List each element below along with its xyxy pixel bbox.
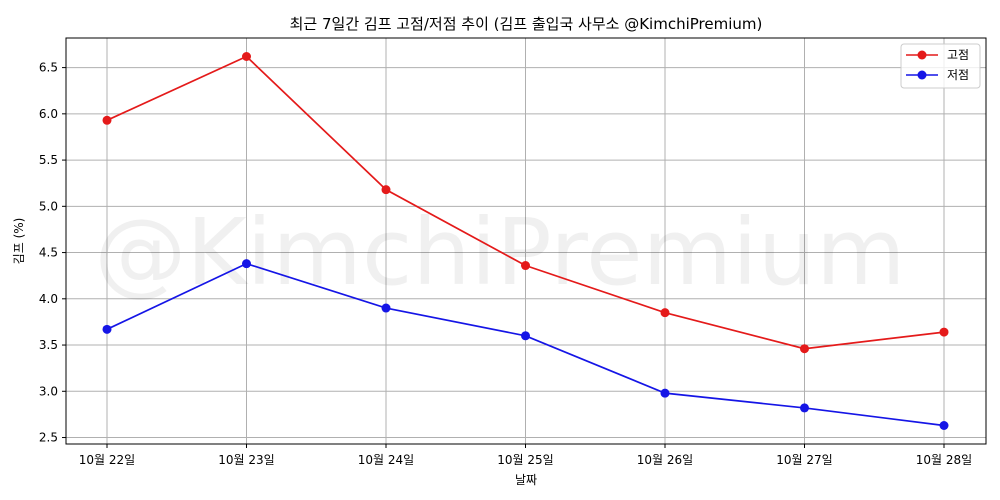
axis-ticks: 10월 22일 10월 23일 10월 24일 10월 25일 10월 26일 10월 2… (39, 61, 972, 467)
series-group (102, 51, 949, 431)
data-point-high (381, 185, 391, 195)
y-tick-label: 5.5 (39, 153, 58, 167)
y-tick-label: 4.5 (39, 246, 58, 260)
data-point-high (242, 51, 251, 61)
y-tick-label: 5.0 (39, 199, 58, 213)
y-tick-label: 2.5 (39, 431, 58, 445)
legend-marker-low (917, 70, 927, 80)
x-tick-label: 10월 27일 (776, 453, 832, 467)
data-point-low (939, 421, 949, 431)
y-axis-title: 김프 (%) (12, 218, 26, 265)
data-point-high (660, 308, 670, 318)
data-point-high (102, 115, 112, 125)
data-point-low (521, 331, 530, 341)
x-tick-label: 10월 25일 (497, 453, 553, 467)
legend-label-high: 고점 (947, 48, 969, 62)
y-tick-label: 6.5 (39, 61, 58, 75)
x-tick-label: 10월 24일 (358, 453, 414, 467)
data-point-low (800, 403, 809, 413)
data-point-low (102, 324, 112, 334)
legend: 고점 저점 (900, 43, 981, 89)
y-tick-label: 4.0 (39, 292, 58, 306)
data-point-low (242, 259, 251, 269)
data-point-high (521, 261, 530, 271)
x-tick-label: 10월 22일 (79, 453, 135, 467)
data-point-low (381, 303, 391, 313)
data-point-high (800, 344, 809, 354)
x-tick-label: 10월 26일 (637, 453, 693, 467)
data-point-low (660, 388, 670, 398)
data-point-high (939, 327, 949, 337)
y-tick-label: 6.0 (39, 107, 58, 121)
legend-label-low: 저점 (947, 68, 969, 82)
legend-marker-high (917, 50, 927, 60)
y-tick-label: 3.5 (39, 338, 58, 352)
x-tick-label: 10월 28일 (916, 453, 972, 467)
chart-title: 최근 7일간 김프 고점/저점 추이 (김프 출입국 사무소 @KimchiPr… (290, 15, 763, 33)
y-tick-label: 3.0 (39, 384, 58, 398)
x-axis-title: 날짜 (515, 473, 537, 487)
x-tick-label: 10월 23일 (218, 453, 274, 467)
